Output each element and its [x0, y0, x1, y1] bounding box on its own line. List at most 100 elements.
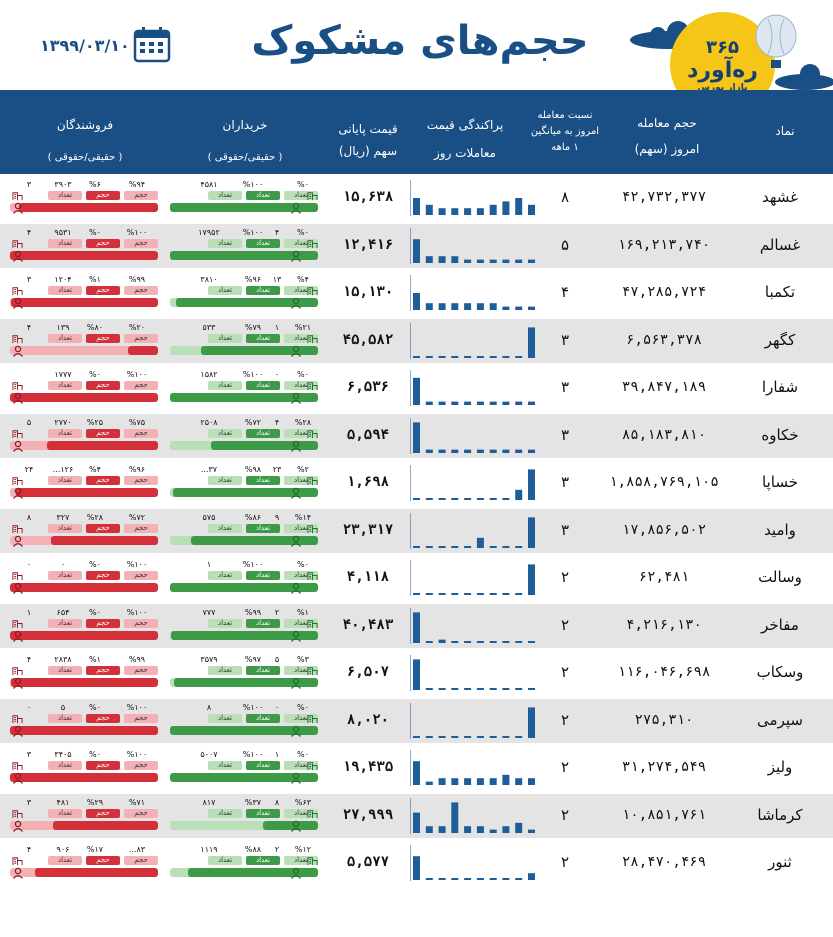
buyers-panel: %۴ %۹۶ ۳۸۱۰ ۱۳ تعداد تعداد تعداد — [170, 275, 318, 311]
distribution-bar — [425, 256, 433, 263]
col-ratio-1: نسبت معامله — [537, 110, 593, 121]
label-chip: تعداد — [246, 619, 280, 628]
distribution-bar — [413, 239, 420, 263]
count-value: ۱۱۱۹ — [200, 845, 218, 854]
count-value: ۵۰۰۷ — [200, 750, 218, 759]
label-chip: تعداد — [246, 334, 280, 343]
legal-count: ۴ — [26, 655, 32, 664]
count-value: ۳۸۱۰ — [200, 275, 218, 284]
volume-cell: ۸۵,۱۸۳,۸۱۰ — [621, 427, 707, 443]
distribution-bar — [451, 802, 459, 833]
label-chip: حجم — [86, 809, 120, 818]
percent-real: %۷۵ — [128, 418, 146, 427]
volume-cell: ۱,۸۵۸,۷۶۹,۱۰۵ — [609, 474, 719, 490]
distribution-bar — [464, 259, 472, 263]
ratio-cell: ۳ — [560, 331, 570, 349]
legal-count: ۳ — [26, 275, 32, 284]
distribution-bar — [438, 826, 446, 833]
distribution-bar — [515, 593, 523, 595]
count-value: ۵۷۵ — [202, 513, 216, 522]
buyers-panel: %۰ %۱۰۰ ۴۵۸۱ تعداد تعداد تعداد — [170, 180, 318, 216]
percent-legal: %۷۲ — [244, 418, 262, 427]
symbol-cell: غشهد — [761, 188, 798, 206]
label-chip: تعداد — [208, 714, 242, 723]
label-chip: تعداد — [246, 429, 280, 438]
proportion-fill — [170, 251, 318, 260]
symbol-cell: مفاخر — [761, 616, 799, 634]
proportion-fill — [176, 298, 318, 307]
distribution-bar — [438, 778, 446, 785]
person-icon — [290, 535, 302, 547]
percent-legal: %۱۰۰ — [242, 703, 264, 712]
label-chip: تعداد — [246, 856, 280, 865]
distribution-bar — [438, 303, 446, 310]
buyers-panel: %۰ %۱۰۰ ۱ تعداد تعداد تعداد — [170, 560, 318, 596]
proportion-fill — [11, 298, 158, 307]
distribution-bar — [451, 688, 459, 690]
symbol-cell: خکاوه — [761, 426, 799, 444]
distribution-bar — [528, 873, 535, 880]
proportion-track — [10, 346, 158, 355]
label-chip: حجم — [124, 619, 158, 628]
building-icon — [307, 238, 319, 250]
legal-count: ۲ — [274, 608, 280, 617]
price-distribution-chart — [410, 703, 535, 739]
distribution-bar — [476, 208, 484, 215]
price-cell: ۱۵,۱۳۰ — [342, 284, 394, 300]
legal-count: ۴ — [26, 845, 32, 854]
distribution-bar — [451, 401, 459, 405]
col-price-1: قیمت پایانی — [338, 122, 398, 136]
distribution-bar — [476, 778, 484, 785]
distribution-bar — [515, 688, 523, 690]
distribution-bar — [413, 198, 420, 215]
price-cell: ۱۵,۶۳۸ — [342, 189, 394, 205]
count-value: ۳۲۷ — [56, 513, 70, 522]
label-chip: تعداد — [208, 429, 242, 438]
distribution-bar — [464, 826, 472, 833]
person-icon — [12, 202, 24, 214]
label-chip: تعداد — [246, 286, 280, 295]
label-chip: تعداد — [48, 761, 82, 770]
legal-count: ۲۳ — [272, 465, 282, 474]
table-row: وسالت ۶۲,۴۸۱ ۲ ۴,۱۱۸ %۰ %۱۰۰ ۱ تعداد تعداد تعداد%… — [0, 556, 833, 600]
distribution-bar — [489, 641, 497, 643]
price-cell: ۵,۵۹۴ — [346, 427, 390, 443]
percent-legal: %۱ — [89, 655, 101, 664]
legal-count: ۳ — [26, 180, 32, 189]
proportion-fill — [128, 346, 158, 355]
buyers-panel: %۶۳ %۳۷ ۸۱۷ ۸ تعداد تعداد تعداد — [170, 798, 318, 834]
distribution-bar — [425, 449, 433, 453]
proportion-fill — [47, 441, 158, 450]
percent-real: %۱۰۰ — [126, 608, 148, 617]
table-header: نماد حجم معامله امروز (سهم) نسبت معامله … — [0, 90, 833, 174]
sellers-panel: %۹۹ %۱ ۲۸۳۸ ۴ حجم حجم تعداد — [10, 655, 158, 691]
label-chip: تعداد — [284, 429, 318, 438]
distribution-bar — [489, 356, 497, 358]
label-chip: تعداد — [48, 809, 82, 818]
ratio-cell: ۲ — [560, 853, 570, 871]
distribution-bar — [413, 377, 420, 405]
percent-real: %۱۰۰ — [126, 560, 148, 569]
buyers-panel: %۲ %۹۸ ...۳۷ ۲۳ تعداد تعداد تعداد — [170, 465, 318, 501]
label-chip: تعداد — [208, 571, 242, 580]
distribution-bar — [528, 469, 535, 500]
percent-real: %۲۸ — [294, 418, 312, 427]
distribution-bar — [515, 259, 523, 263]
label-chip: حجم — [124, 286, 158, 295]
distribution-bar — [451, 208, 459, 215]
col-ratio-2: امروز به میانگین — [530, 126, 600, 137]
distribution-bar — [451, 641, 459, 643]
table-row: تکمبا ۴۷,۲۸۵,۷۲۴ ۴ ۱۵,۱۳۰ %۴ %۹۶ ۳۸۱۰ ۱۳ تعداد تع… — [0, 271, 833, 315]
distribution-bar — [528, 688, 535, 690]
percent-legal: %۱۰۰ — [242, 750, 264, 759]
percent-real: %۹۹ — [128, 275, 146, 284]
distribution-bar — [451, 256, 459, 263]
distribution-bar — [502, 498, 510, 500]
distribution-bar — [464, 356, 472, 358]
col-buyers-2: ( حقیقی/حقوقی ) — [207, 152, 283, 163]
distribution-bar — [528, 829, 535, 833]
distribution-bar — [413, 546, 420, 548]
price-distribution-chart — [410, 750, 535, 786]
label-chip: حجم — [124, 856, 158, 865]
percent-real: %۰ — [297, 228, 309, 237]
